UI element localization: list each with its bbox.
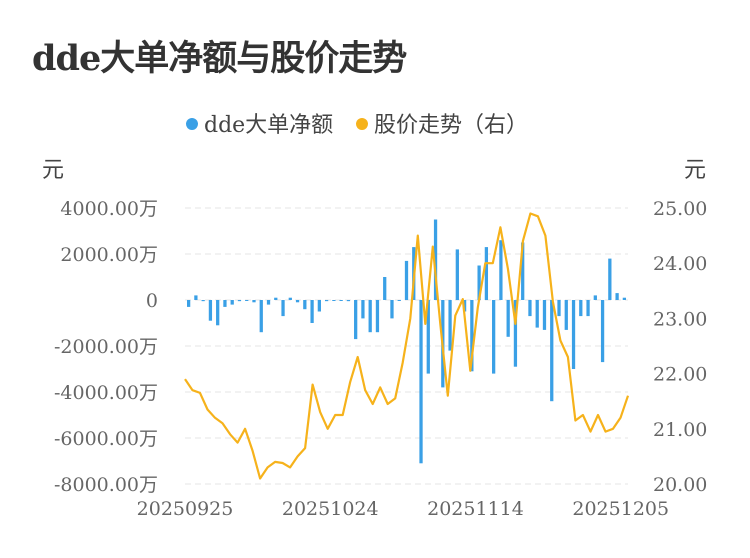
dde-bar: [542, 300, 547, 330]
dde-bar: [615, 293, 619, 300]
dde-bar: [484, 247, 489, 300]
legend: dde大单净额 股价走势（右）: [186, 113, 528, 138]
dde-bar: [397, 300, 401, 301]
price-line-group: [184, 212, 630, 480]
dde-bar: [266, 300, 271, 305]
price-line: [184, 212, 630, 480]
left-axis-ticks: 4000.00万 2000.00万 0 -2000.00万 -4000.00万 -6000…: [54, 198, 158, 496]
right-tick-label: 21.00: [653, 419, 707, 441]
right-axis-unit: 元: [684, 158, 706, 183]
dde-bar: [506, 300, 510, 337]
dde-bar: [339, 300, 343, 301]
x-tick-label: 20251114: [427, 498, 524, 520]
dde-bar: [448, 300, 452, 351]
dde-bar: [295, 300, 300, 303]
x-axis-ticks: 20250925 20251024 20251114 20251205: [137, 498, 669, 520]
dde-bar: [281, 300, 285, 317]
dde-bar: [593, 295, 597, 300]
dde-bar: [550, 300, 554, 402]
dde-bar: [201, 300, 205, 302]
dde-bar: [194, 295, 198, 300]
dde-bar: [346, 300, 351, 302]
dde-bar: [470, 300, 474, 372]
chart-title: dde大单净额与股价走势: [32, 38, 407, 79]
right-tick-label: 23.00: [653, 308, 707, 330]
right-tick-label: 25.00: [653, 198, 707, 220]
dde-bar: [230, 300, 234, 305]
legend-label-price: 股价走势（右）: [374, 113, 528, 138]
dde-bar: [586, 300, 590, 317]
left-tick-label: 0: [146, 290, 158, 312]
dde-bar: [354, 300, 358, 340]
x-tick-label: 20250925: [137, 498, 234, 520]
dde-bar: [368, 300, 372, 333]
left-tick-label: -2000.00万: [54, 336, 158, 358]
dde-bar: [303, 300, 307, 310]
dde-bar: [390, 300, 394, 319]
left-tick-label: -6000.00万: [54, 428, 158, 450]
dde-bar: [564, 300, 568, 330]
dde-bar: [557, 300, 561, 317]
dde-bar: [600, 300, 605, 363]
dde-bar: [288, 297, 292, 300]
dde-bar: [245, 300, 249, 301]
dde-bar: [361, 300, 365, 319]
dde-bar: [477, 265, 481, 300]
dde-bar: [535, 300, 539, 328]
left-axis-unit: 元: [42, 158, 64, 183]
right-axis-ticks: 25.00 24.00 23.00 22.00 21.00 20.00: [653, 198, 707, 496]
dde-bar: [433, 219, 438, 300]
dde-bar: [419, 300, 423, 464]
left-tick-label: 2000.00万: [60, 244, 158, 266]
dde-bar: [521, 242, 525, 300]
dde-bar: [513, 300, 518, 367]
right-tick-label: 20.00: [653, 474, 707, 496]
left-tick-label: 4000.00万: [60, 198, 158, 220]
dde-bar: [324, 300, 329, 302]
dde-bar: [216, 300, 220, 326]
x-tick-label: 20251205: [572, 498, 669, 520]
left-tick-label: -8000.00万: [54, 474, 158, 496]
right-tick-label: 22.00: [653, 364, 707, 386]
left-tick-label: -4000.00万: [54, 382, 158, 404]
dde-bar: [186, 300, 191, 307]
x-tick-label: 20251024: [282, 498, 379, 520]
dde-bar: [259, 300, 263, 333]
right-tick-label: 24.00: [653, 253, 707, 275]
dde-bar: [317, 300, 321, 312]
dde-bar: [375, 300, 380, 333]
dde-bar: [579, 300, 583, 317]
dde-bar: [237, 300, 242, 302]
dde-bar: [492, 300, 496, 374]
dde-bar: [208, 300, 213, 321]
dde-bar: [310, 300, 314, 323]
dde-bar: [404, 260, 409, 300]
dde-bar: [499, 240, 503, 300]
legend-label-dde: dde大单净额: [204, 113, 333, 138]
dde-bar: [252, 300, 256, 303]
dde-bar: [426, 300, 430, 374]
dde-bar: [571, 300, 576, 369]
dde-bar: [622, 297, 627, 300]
dde-bar: [528, 300, 532, 317]
dde-bar: [332, 300, 336, 301]
dde-bar: [274, 297, 278, 300]
dde-bar: [455, 249, 459, 300]
dde-bar: [608, 258, 612, 300]
dde-bar: [383, 277, 387, 300]
legend-marker-price: [356, 118, 368, 130]
dde-bar: [223, 300, 227, 307]
legend-marker-dde: [186, 118, 198, 130]
